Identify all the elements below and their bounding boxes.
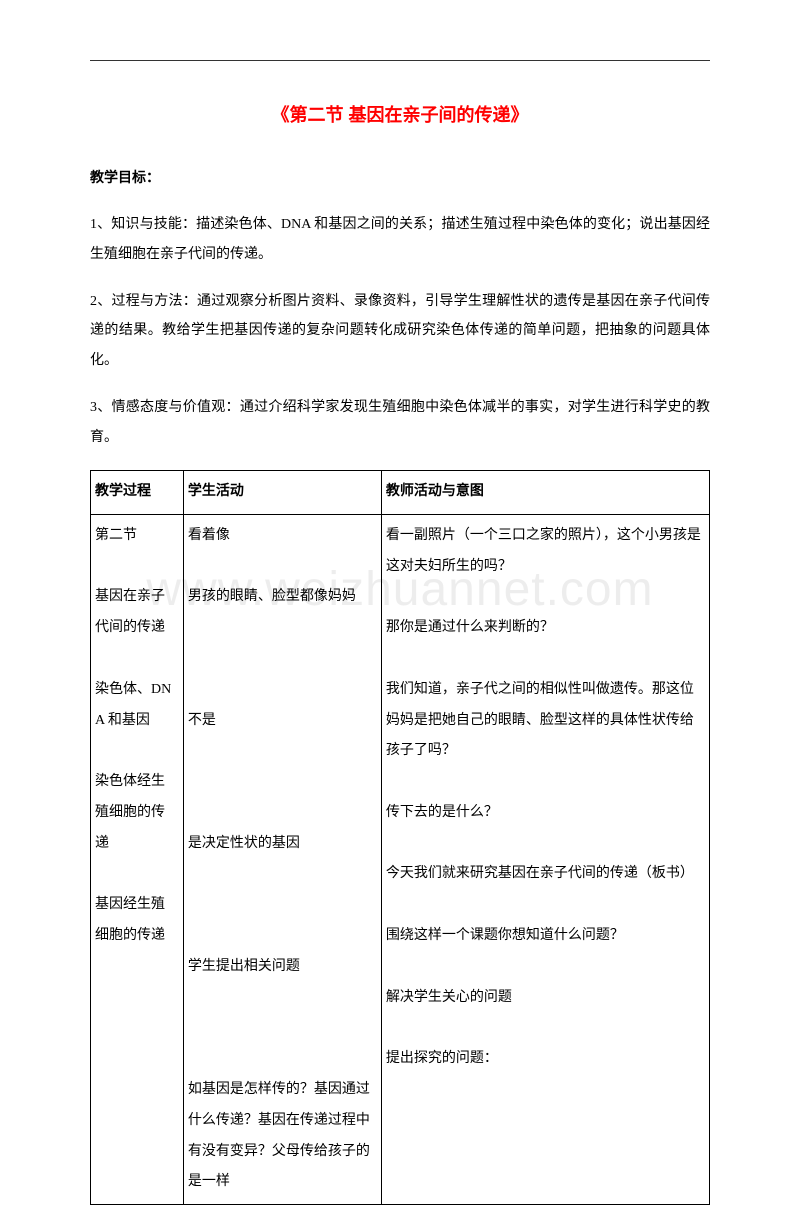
page-content: 《第二节 基因在亲子间的传递》 教学目标： 1、知识与技能：描述染色体、DNA …	[90, 60, 710, 1205]
table-header-row: 教学过程 学生活动 教师活动与意图	[91, 470, 710, 514]
document-title: 《第二节 基因在亲子间的传递》	[90, 97, 710, 135]
objective-2: 2、过程与方法：通过观察分析图片资料、录像资料，引导学生理解性状的遗传是基因在亲…	[90, 287, 710, 375]
th-process: 教学过程	[91, 470, 184, 514]
cell-teacher: 看一副照片（一个三口之家的照片），这个小男孩是这对夫妇所生的吗？那你是通过什么来…	[381, 514, 709, 1205]
cell-process: 第二节基因在亲子代间的传递染色体、DNA 和基因染色体经生殖细胞的传递基因经生殖…	[91, 514, 184, 1205]
objective-1: 1、知识与技能：描述染色体、DNA 和基因之间的关系；描述生殖过程中染色体的变化…	[90, 210, 710, 269]
objective-3: 3、情感态度与价值观：通过介绍科学家发现生殖细胞中染色体减半的事实，对学生进行科…	[90, 393, 710, 452]
objectives-header: 教学目标：	[90, 163, 710, 192]
lesson-table: 教学过程 学生活动 教师活动与意图 第二节基因在亲子代间的传递染色体、DNA 和…	[90, 470, 710, 1205]
th-teacher: 教师活动与意图	[381, 470, 709, 514]
table-body-row: 第二节基因在亲子代间的传递染色体、DNA 和基因染色体经生殖细胞的传递基因经生殖…	[91, 514, 710, 1205]
top-horizontal-rule	[90, 60, 710, 61]
th-student: 学生活动	[183, 470, 381, 514]
cell-student: 看着像男孩的眼睛、脸型都像妈妈不是是决定性状的基因学生提出相关问题如基因是怎样传…	[183, 514, 381, 1205]
